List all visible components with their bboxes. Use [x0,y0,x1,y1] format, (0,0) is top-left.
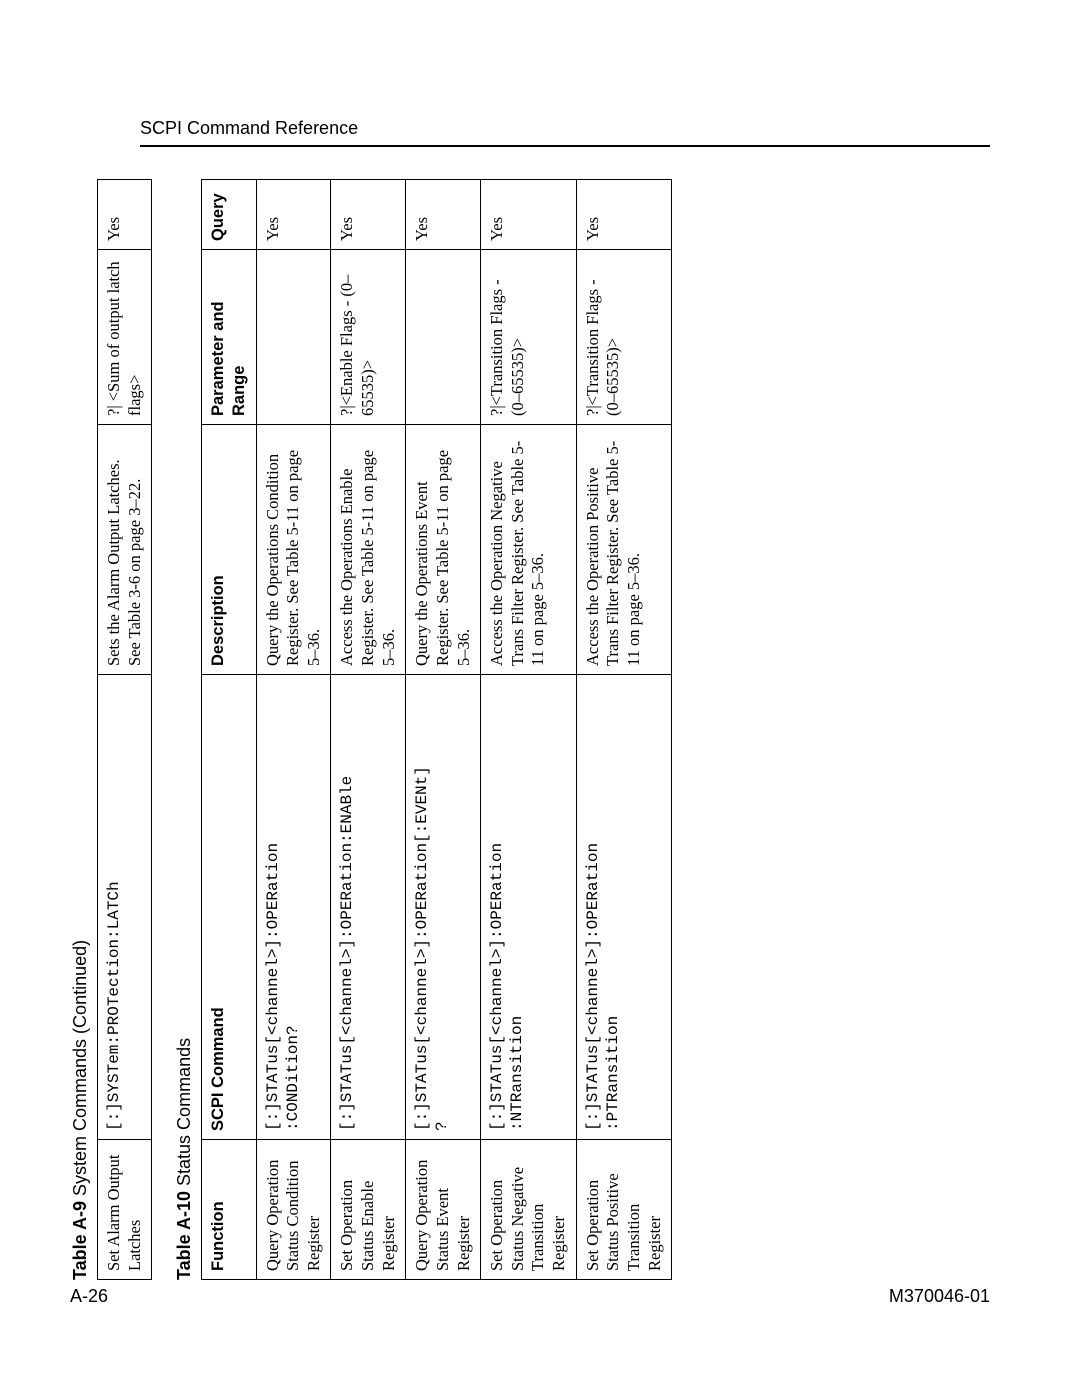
cell-query: Yes [256,180,331,250]
cell-query: Yes [98,180,152,250]
cell-description: Sets the Alarm Output Latches. See Table… [98,425,152,675]
table-a10-caption-rest: Status Commands [174,1038,194,1191]
cell-parameter: ?| <Sum of output latch flags> [98,250,152,425]
document-number-right: M370046-01 [889,1286,990,1307]
cell-description: Access the Operation Negative Trans Filt… [481,425,577,675]
page: SCPI Command Reference Table A-9 System … [0,0,1080,1397]
cell-query: Yes [331,180,406,250]
table-header-row: Function SCPI Command Description Parame… [202,180,256,1280]
cell-function: Query Operation Status Condition Registe… [256,1140,331,1280]
table-row: Query Operation Status Event Register [:… [406,180,481,1280]
cell-description: Access the Operations Enable Register. S… [331,425,406,675]
table-a9-caption: Table A-9 System Commands (Continued) [70,180,91,1280]
cell-query: Yes [481,180,577,250]
table-a9-caption-rest: System Commands (Continued) [70,940,90,1201]
header-function: Function [202,1140,256,1280]
cell-command: [:]STATus[<channel>]:OPERation :CONDitio… [256,675,331,1140]
content-inner: Table A-9 System Commands (Continued) Se… [70,180,1000,1280]
cell-command: [:]STATus[<channel>]:OPERation :PTRansit… [576,675,672,1140]
table-row: Set Operation Status Enable Register [:]… [331,180,406,1280]
table-row: Query Operation Status Condition Registe… [256,180,331,1280]
cell-command: [:]SYSTem:PROTection:LATCh [98,675,152,1140]
cell-parameter [406,250,481,425]
cell-function: Set Operation Status Negative Transition… [481,1140,577,1280]
cell-function: Set Alarm Output Latches [98,1140,152,1280]
cell-command: [:]STATus[<channel>]:OPERation :NTRansit… [481,675,577,1140]
table-a9: Set Alarm Output Latches [:]SYSTem:PROTe… [97,179,152,1280]
table-row: Set Alarm Output Latches [:]SYSTem:PROTe… [98,180,152,1280]
cell-query: Yes [576,180,672,250]
cell-query: Yes [406,180,481,250]
cell-command: [:]STATus[<channel>]:OPERation[:EVENt] ? [406,675,481,1140]
cell-function: Set Operation Status Enable Register [331,1140,406,1280]
page-number-left: A-26 [70,1286,108,1307]
cell-parameter: ?|<Transition Flags - (0–65535)> [481,250,577,425]
header-query: Query [202,180,256,250]
cell-command: [:]STATus[<channel>]:OPERation:ENABle [331,675,406,1140]
table-a10: Function SCPI Command Description Parame… [201,179,672,1280]
cell-description: Query the Operations Condition Register.… [256,425,331,675]
header-parameter: Parameter and Range [202,250,256,425]
table-a10-caption-prefix: Table A-10 [174,1191,194,1280]
cell-function: Query Operation Status Event Register [406,1140,481,1280]
rotated-content: Table A-9 System Commands (Continued) Se… [0,265,1080,1195]
header-description: Description [202,425,256,675]
table-a10-caption: Table A-10 Status Commands [174,180,195,1280]
table-row: Set Operation Status Positive Transition… [576,180,672,1280]
table-a9-caption-prefix: Table A-9 [70,1201,90,1280]
cell-description: Access the Operation Positive Trans Filt… [576,425,672,675]
cell-parameter [256,250,331,425]
table-row: Set Operation Status Negative Transition… [481,180,577,1280]
cell-function: Set Operation Status Positive Transition… [576,1140,672,1280]
running-header: SCPI Command Reference [140,118,990,147]
cell-parameter: ?|<Enable Flags - (0–65535)> [331,250,406,425]
cell-description: Query the Operations Event Register. See… [406,425,481,675]
cell-parameter: ?|<Transition Flags - (0–65535)> [576,250,672,425]
header-command: SCPI Command [202,675,256,1140]
